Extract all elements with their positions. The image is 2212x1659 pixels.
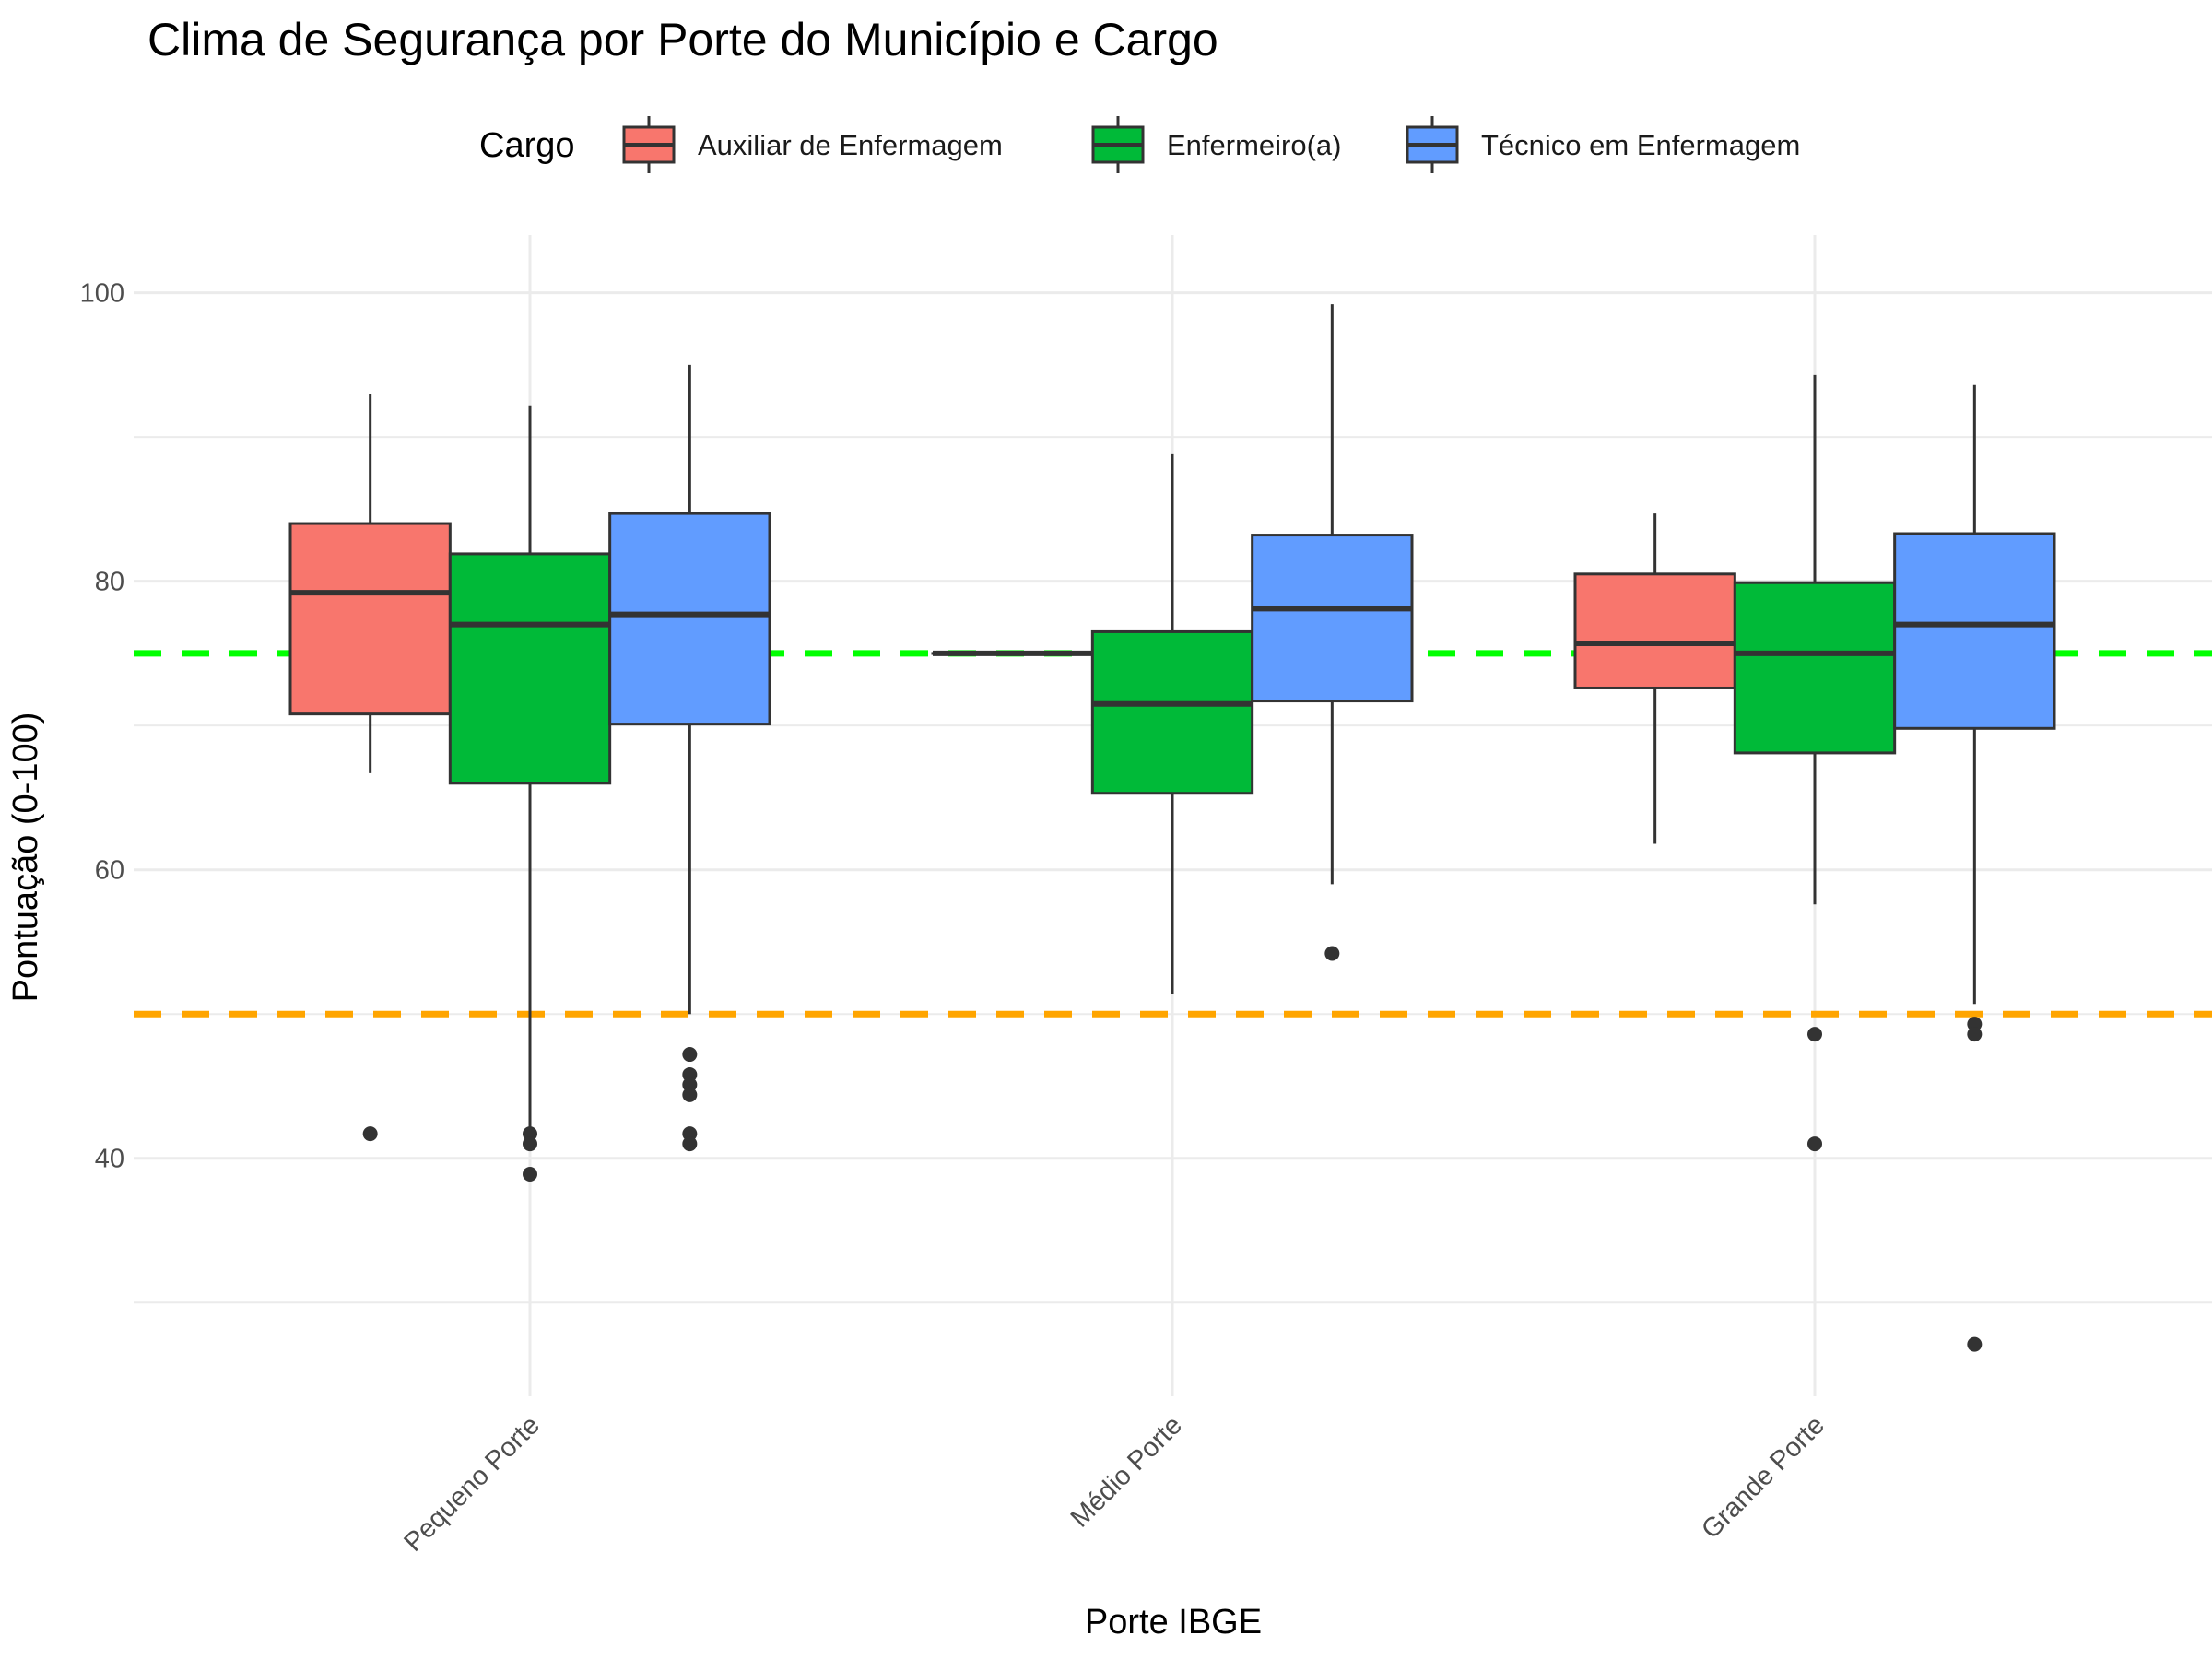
box — [448, 405, 612, 1182]
y-tick-label: 60 — [95, 856, 124, 886]
outlier-point — [682, 1136, 698, 1152]
legend-entry: Enfermeiro(a) — [1091, 116, 1342, 173]
y-tick-label: 100 — [80, 279, 124, 309]
chart-title: Clima de Segurança por Porte do Municípi… — [147, 14, 1218, 65]
y-tick-label: 40 — [95, 1145, 124, 1174]
outlier-point — [523, 1126, 537, 1142]
y-tick-label: 80 — [95, 568, 124, 597]
box — [1090, 453, 1254, 994]
outlier-point — [1324, 946, 1340, 961]
outlier-point — [682, 1047, 698, 1063]
box-rect — [1733, 581, 1897, 755]
boxes — [288, 304, 2056, 1352]
x-axis-title: Porte IBGE — [1085, 1603, 1262, 1641]
legend-entry: Auxiliar de Enfermagem — [622, 116, 1003, 173]
box — [1251, 304, 1414, 961]
box-rect — [1893, 532, 2056, 730]
outlier-point — [682, 1126, 698, 1142]
y-axis-title: Pontuação (0-100) — [6, 712, 45, 1003]
outlier-point — [523, 1136, 537, 1152]
outlier-point — [1967, 1017, 1983, 1032]
box — [288, 394, 452, 1142]
box — [1573, 513, 1736, 844]
outlier-point — [362, 1126, 378, 1142]
outlier-point — [682, 1077, 698, 1092]
box-rect — [288, 522, 452, 716]
box-rect — [1090, 629, 1254, 795]
legend-title: Cargo — [479, 126, 575, 165]
outlier-point — [682, 1087, 698, 1102]
outlier-point — [1807, 1136, 1822, 1152]
outlier-point — [682, 1066, 698, 1082]
legend-entry: Técnico em Enfermagem — [1406, 116, 1800, 173]
outlier-point — [1807, 1027, 1822, 1042]
box-rect — [448, 552, 612, 785]
legend-label: Auxiliar de Enfermagem — [698, 129, 1003, 161]
box-rect — [1573, 572, 1736, 689]
outlier-point — [1967, 1336, 1983, 1352]
outlier-point — [523, 1166, 537, 1182]
legend-label: Enfermeiro(a) — [1167, 129, 1342, 161]
legend: Cargo Auxiliar de Enfermagem Enfermeiro(a… — [479, 116, 1800, 173]
legend-label: Técnico em Enfermagem — [1481, 129, 1800, 161]
box — [1893, 384, 2056, 1352]
box-rect — [608, 512, 771, 726]
outlier-point — [1967, 1027, 1983, 1042]
box-rect — [1251, 534, 1414, 703]
box — [608, 364, 771, 1152]
